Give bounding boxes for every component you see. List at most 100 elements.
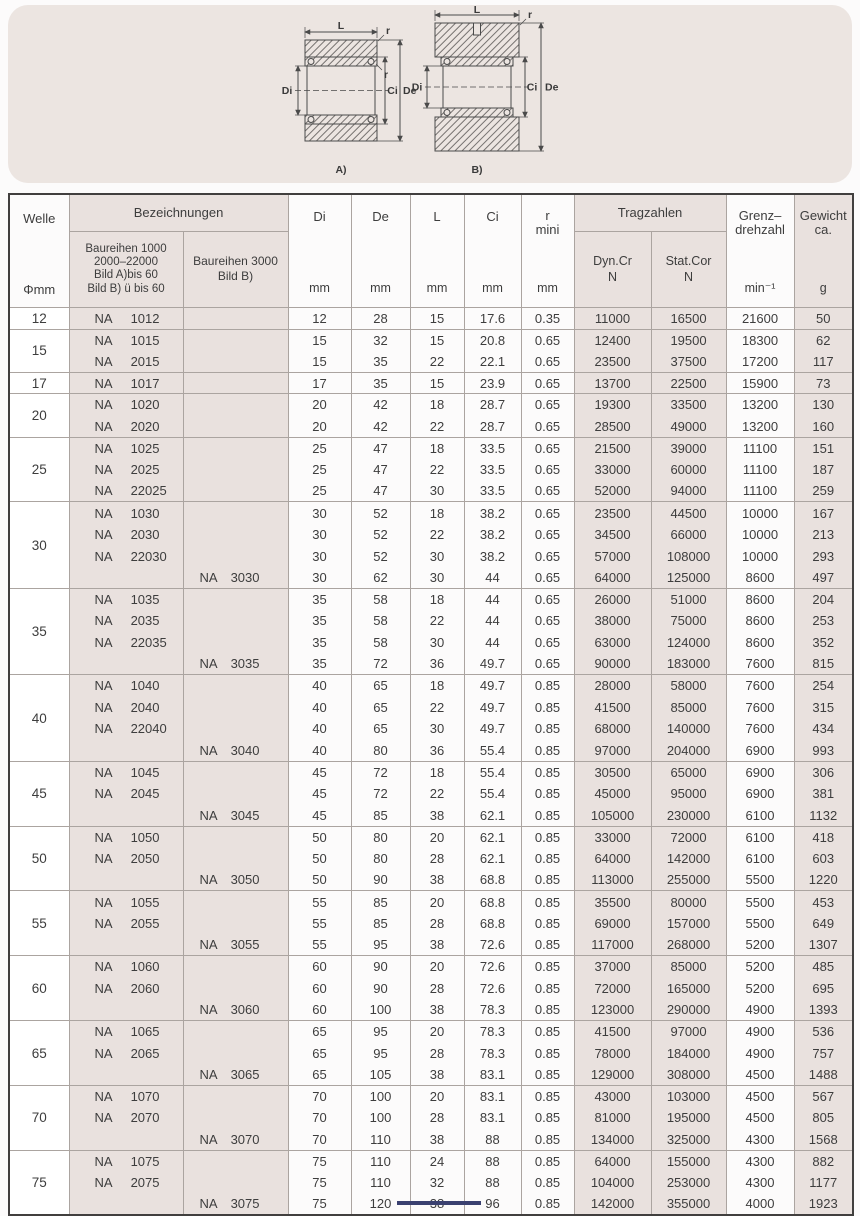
- dim-label-de-b: De: [545, 82, 559, 94]
- gewicht-label-2: ca.: [814, 221, 832, 237]
- cell-dyn-cr: 23500: [573, 350, 652, 373]
- series-code: 1012: [130, 310, 160, 326]
- cell-stat-cor: 33500: [650, 393, 727, 416]
- cell-gewicht: 167: [793, 501, 854, 524]
- cell-designation-baureihe-1000: [68, 869, 184, 891]
- cell-stat-cor: 157000: [650, 912, 727, 935]
- cell-stat-cor: 255000: [650, 869, 727, 891]
- cell-grenzdrehzahl: 10000: [725, 523, 795, 546]
- cell-di: 30: [287, 523, 352, 546]
- cell-dyn-cr: 11000: [573, 307, 652, 330]
- cell-stat-cor: 85000: [650, 696, 727, 719]
- cell-designation-baureihe-1000: [68, 653, 184, 675]
- cell-designation-baureihe-1000: NA 2065: [68, 1042, 184, 1064]
- cell-designation-baureihe-1000: NA 1017: [68, 371, 184, 394]
- series-code: 1060: [130, 959, 160, 975]
- cell-l: 38: [409, 934, 465, 956]
- welle-label: Welle: [23, 211, 56, 226]
- series-prefix: NA: [199, 656, 218, 672]
- cell-r-mini: 0.65: [520, 631, 575, 654]
- cell-designation-baureihe-1000: NA 2045: [68, 782, 184, 805]
- cell-designation-baureihe-3000: NA 3055: [182, 934, 289, 956]
- cell-designation-baureihe-1000: NA 2035: [68, 610, 184, 632]
- cell-grenzdrehzahl: 11100: [725, 436, 795, 459]
- cell-gewicht: 757: [793, 1042, 854, 1064]
- cell-designation-baureihe-3000: [182, 328, 289, 351]
- cell-r-mini: 0.85: [520, 1063, 575, 1086]
- cell-gewicht: 1132: [793, 804, 854, 827]
- cell-stat-cor: 72000: [650, 825, 727, 848]
- cell-designation-baureihe-3000: [182, 1042, 289, 1064]
- cell-l: 22: [409, 415, 465, 438]
- cell-ci: 20.8: [463, 328, 522, 351]
- cell-designation-baureihe-1000: NA 2070: [68, 1107, 184, 1129]
- cell-dyn-cr: 123000: [573, 999, 652, 1021]
- cell-stat-cor: 183000: [650, 653, 727, 675]
- cell-designation-baureihe-1000: [68, 999, 184, 1021]
- cell-ci: 49.7: [463, 653, 522, 675]
- cell-gewicht: 160: [793, 415, 854, 438]
- cell-grenzdrehzahl: 5500: [725, 890, 795, 913]
- series-code: 3030: [230, 569, 260, 585]
- series-prefix: NA: [94, 375, 113, 391]
- table-row: 40 NA 1040 40 65 18 49.7 0.85 28000 58000 7600 254: [8, 674, 854, 762]
- cell-designation-baureihe-3000: NA 3030: [182, 566, 289, 589]
- cell-designation-baureihe-1000: NA 1075: [68, 1149, 184, 1172]
- cell-designation-baureihe-1000: NA 2015: [68, 350, 184, 373]
- table-row: 17 NA 1017 17 35 15 23.9 0.65 13700 22500 15900 73: [8, 371, 854, 394]
- cell-r-mini: 0.85: [520, 1084, 575, 1108]
- cell-designation-baureihe-3000: [182, 760, 289, 783]
- cell-grenzdrehzahl: 5200: [725, 934, 795, 956]
- series-code: 2060: [130, 980, 160, 996]
- cell-dyn-cr: 129000: [573, 1063, 652, 1086]
- cell-designation-baureihe-3000: [182, 912, 289, 935]
- cell-r-mini: 0.35: [520, 307, 575, 330]
- dim-label-l-b: L: [474, 5, 481, 16]
- table-row: NA 3045 45 85 38 62.1 0.85 105000 230000 6100 1132: [9, 804, 854, 827]
- table-row: 35 NA 1035 35 58 18 44 0.65 26000 51000 8600 204: [8, 587, 854, 675]
- cell-grenzdrehzahl: 4300: [725, 1128, 795, 1151]
- cell-di: 20: [287, 415, 352, 438]
- cell-designation-baureihe-1000: NA 1055: [68, 890, 184, 913]
- cell-l: 18: [409, 501, 465, 524]
- table-row: 45 NA 1045 45 72 18 55.4 0.85 30500 65000 6900 306: [8, 760, 854, 827]
- cell-grenzdrehzahl: 13200: [725, 393, 795, 416]
- cell-designation-baureihe-3000: [182, 458, 289, 481]
- cell-di: 35: [287, 610, 352, 632]
- cell-dyn-cr: 64000: [573, 1149, 652, 1172]
- cell-grenzdrehzahl: 5200: [725, 955, 795, 978]
- gewicht-label-1: Gewicht: [799, 207, 847, 223]
- table-row: NA 2065 65 95 28 78.3 0.85 78000 184000 4900 757: [9, 1042, 854, 1064]
- cell-stat-cor: 66000: [650, 523, 727, 546]
- cell-di: 75: [287, 1171, 352, 1194]
- cell-ci: 88: [463, 1171, 522, 1194]
- cell-di: 75: [287, 1193, 352, 1216]
- cell-designation-baureihe-3000: NA 3060: [182, 999, 289, 1021]
- table-row: NA 3040 40 80 36 55.4 0.85 97000 204000 6900 993: [9, 739, 854, 762]
- cell-designation-baureihe-3000: [182, 307, 289, 330]
- cell-r-mini: 0.85: [520, 912, 575, 935]
- cell-stat-cor: 94000: [650, 480, 727, 502]
- cell-r-mini: 0.85: [520, 977, 575, 999]
- cell-stat-cor: 124000: [650, 631, 727, 654]
- cell-grenzdrehzahl: 7600: [725, 696, 795, 719]
- cell-designation-baureihe-3000: [182, 631, 289, 654]
- cell-gewicht: 50: [793, 307, 854, 330]
- cell-r-mini: 0.85: [520, 804, 575, 827]
- table-row: NA 3055 55 95 38 72.6 0.85 117000 268000 5200 1307: [9, 934, 854, 956]
- cell-l: 20: [409, 1020, 465, 1043]
- cell-de: 105: [350, 1063, 411, 1086]
- series-prefix: NA: [199, 872, 218, 888]
- cell-ci: 83.1: [463, 1107, 522, 1129]
- series-code: 2030: [130, 526, 160, 542]
- cell-welle: 25: [8, 436, 70, 502]
- cell-de: 65: [350, 674, 411, 697]
- cell-gewicht: 649: [793, 912, 854, 935]
- cell-designation-baureihe-3000: NA 3075: [182, 1193, 289, 1216]
- series-prefix: NA: [94, 786, 113, 802]
- cell-grenzdrehzahl: 5500: [725, 869, 795, 891]
- cell-gewicht: 381: [793, 782, 854, 805]
- cell-grenzdrehzahl: 5200: [725, 977, 795, 999]
- cell-dyn-cr: 21500: [573, 436, 652, 459]
- cell-designation-baureihe-1000: NA 2020: [68, 415, 184, 438]
